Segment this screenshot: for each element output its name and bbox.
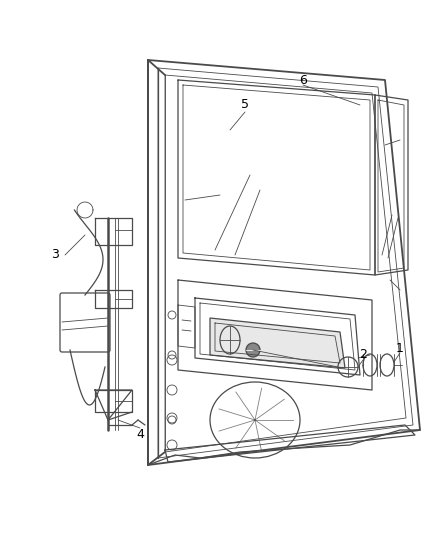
Text: 5: 5 — [241, 99, 249, 111]
Text: 1: 1 — [396, 342, 404, 354]
Text: 2: 2 — [359, 349, 367, 361]
Text: 3: 3 — [51, 248, 59, 262]
Text: 6: 6 — [299, 74, 307, 86]
Circle shape — [246, 343, 260, 357]
Polygon shape — [210, 318, 345, 368]
Text: 4: 4 — [136, 429, 144, 441]
